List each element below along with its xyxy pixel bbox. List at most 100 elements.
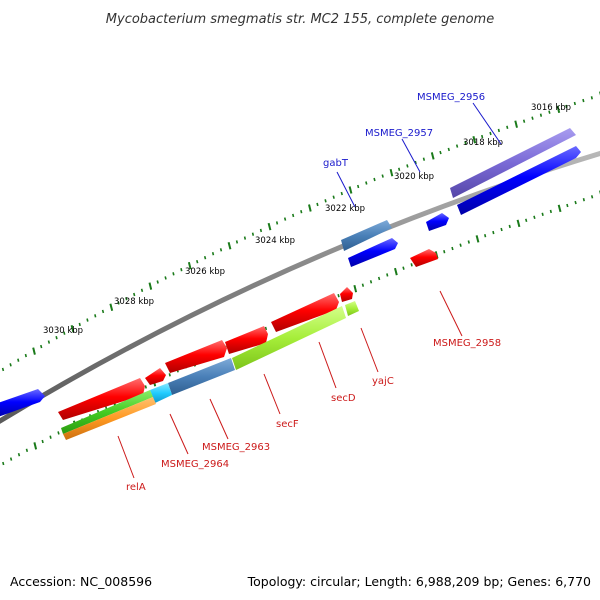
tick-label-3020: 3020 kbp [394, 172, 434, 182]
outer-minor-tick [292, 213, 295, 218]
outer-minor-tick [86, 318, 89, 322]
leader-line-msmeg-2964 [169, 413, 189, 455]
inner-minor-tick [402, 266, 405, 270]
inner-minor-tick [533, 215, 536, 220]
feature-lime-yajc[interactable] [345, 301, 359, 316]
cds-reverse-msmeg-2958[interactable] [410, 249, 438, 267]
outer-tick-ring [1, 91, 600, 372]
inner-minor-tick [549, 209, 552, 214]
inner-minor-tick [41, 439, 44, 444]
outer-minor-tick [140, 288, 144, 293]
inner-minor-tick [451, 246, 454, 251]
outer-major-tick [187, 261, 192, 270]
outer-minor-tick [381, 174, 384, 178]
outer-minor-tick [9, 363, 12, 367]
feature-cyan-msmeg-2964[interactable] [150, 383, 172, 403]
gene-label-msmeg-2964[interactable]: MSMEG_2964 [161, 459, 229, 470]
outer-minor-tick [373, 177, 376, 182]
outer-minor-tick [422, 157, 426, 161]
outer-minor-tick [481, 134, 484, 139]
cds-reverse-yajc[interactable] [340, 287, 353, 302]
cds-reverse-rela[interactable] [58, 378, 145, 420]
outer-major-tick [430, 152, 435, 160]
inner-minor-tick [443, 250, 446, 254]
outer-minor-tick [548, 110, 551, 114]
outer-minor-tick [251, 232, 255, 236]
inner-minor-tick [17, 452, 21, 457]
outer-minor-tick [219, 248, 223, 252]
outer-minor-tick [259, 228, 263, 233]
feature-lime-secd[interactable] [232, 306, 346, 370]
outer-major-tick [389, 168, 394, 177]
outer-minor-tick [94, 314, 97, 318]
outer-minor-tick [24, 353, 27, 358]
outer-minor-tick [398, 167, 401, 171]
feature-purple-msmeg-2956[interactable] [450, 128, 576, 198]
outer-minor-tick [172, 272, 175, 276]
outer-minor-tick [324, 199, 327, 203]
inner-minor-tick [541, 212, 544, 216]
inner-minor-tick [386, 273, 389, 277]
outer-minor-tick [489, 131, 492, 136]
outer-minor-tick [203, 255, 207, 260]
outer-minor-tick [196, 259, 199, 264]
tick-label-3026: 3026 kbp [185, 267, 225, 277]
gene-label-msmeg-2958[interactable]: MSMEG_2958 [433, 338, 501, 349]
outer-minor-tick [539, 113, 543, 117]
gene-label-secd[interactable]: secD [331, 393, 356, 404]
outer-minor-tick [17, 358, 20, 362]
gene-label-msmeg-2957[interactable]: MSMEG_2957 [365, 128, 433, 139]
cds-forward-left-edge[interactable] [0, 389, 45, 418]
cds-reverse-secd[interactable] [271, 293, 339, 332]
outer-major-tick [308, 204, 312, 212]
outer-minor-tick [125, 297, 128, 301]
cds-forward-msmeg-2957[interactable] [426, 213, 449, 231]
inner-minor-tick [361, 283, 365, 287]
outer-minor-tick [78, 322, 81, 327]
feature-green-rela[interactable] [61, 390, 153, 434]
cds-forward-msmeg-2956[interactable] [457, 146, 581, 215]
leader-line-yajc [360, 327, 379, 373]
inner-minor-tick [492, 230, 495, 235]
outer-minor-tick [590, 96, 593, 100]
outer-minor-tick [101, 309, 105, 314]
inner-minor-tick [566, 203, 569, 208]
cds-reverse-msmeg-2964[interactable] [145, 368, 166, 385]
gene-label-msmeg-2956[interactable]: MSMEG_2956 [417, 92, 485, 103]
gene-label-msmeg-2963[interactable]: MSMEG_2963 [202, 442, 270, 453]
feature-orange-rela[interactable] [63, 397, 156, 440]
inner-major-tick [516, 219, 521, 228]
outer-major-tick [109, 303, 114, 311]
feature-steel-gabt[interactable] [341, 220, 392, 251]
feature-steel-msmeg-2963[interactable] [168, 358, 235, 395]
outer-minor-tick [164, 276, 167, 280]
outer-major-tick [348, 186, 353, 194]
inner-minor-tick [410, 263, 413, 267]
inner-minor-tick [574, 200, 577, 205]
outer-minor-tick [332, 195, 335, 199]
cds-forward-gabt[interactable] [348, 238, 398, 267]
inner-minor-tick [168, 373, 171, 377]
outer-minor-tick [582, 98, 585, 103]
outer-minor-tick [55, 336, 58, 340]
gene-label-yajc[interactable]: yajC [372, 376, 394, 387]
accession-text: Accession: NC_008596 [10, 574, 152, 589]
cds-reverse-secf[interactable] [225, 326, 268, 354]
inner-major-tick [353, 284, 358, 293]
outer-major-tick [32, 347, 36, 355]
leader-line-msmeg-2958 [439, 290, 463, 337]
gene-label-rela[interactable]: relA [126, 482, 146, 493]
outer-major-tick [267, 222, 272, 231]
outer-minor-tick [133, 292, 136, 297]
inner-minor-tick [590, 195, 594, 199]
outer-minor-tick [243, 236, 247, 240]
inner-minor-tick [264, 326, 268, 331]
cds-reverse-msmeg-2963[interactable] [165, 340, 227, 373]
gene-label-gabt[interactable]: gabT [323, 158, 349, 169]
tick-label-3016: 3016 kbp [531, 103, 571, 113]
inner-minor-tick [369, 280, 373, 284]
outer-major-tick [70, 325, 75, 333]
gene-label-secf[interactable]: secF [276, 419, 299, 430]
inner-minor-tick [337, 294, 340, 298]
outer-major-tick [148, 282, 153, 290]
